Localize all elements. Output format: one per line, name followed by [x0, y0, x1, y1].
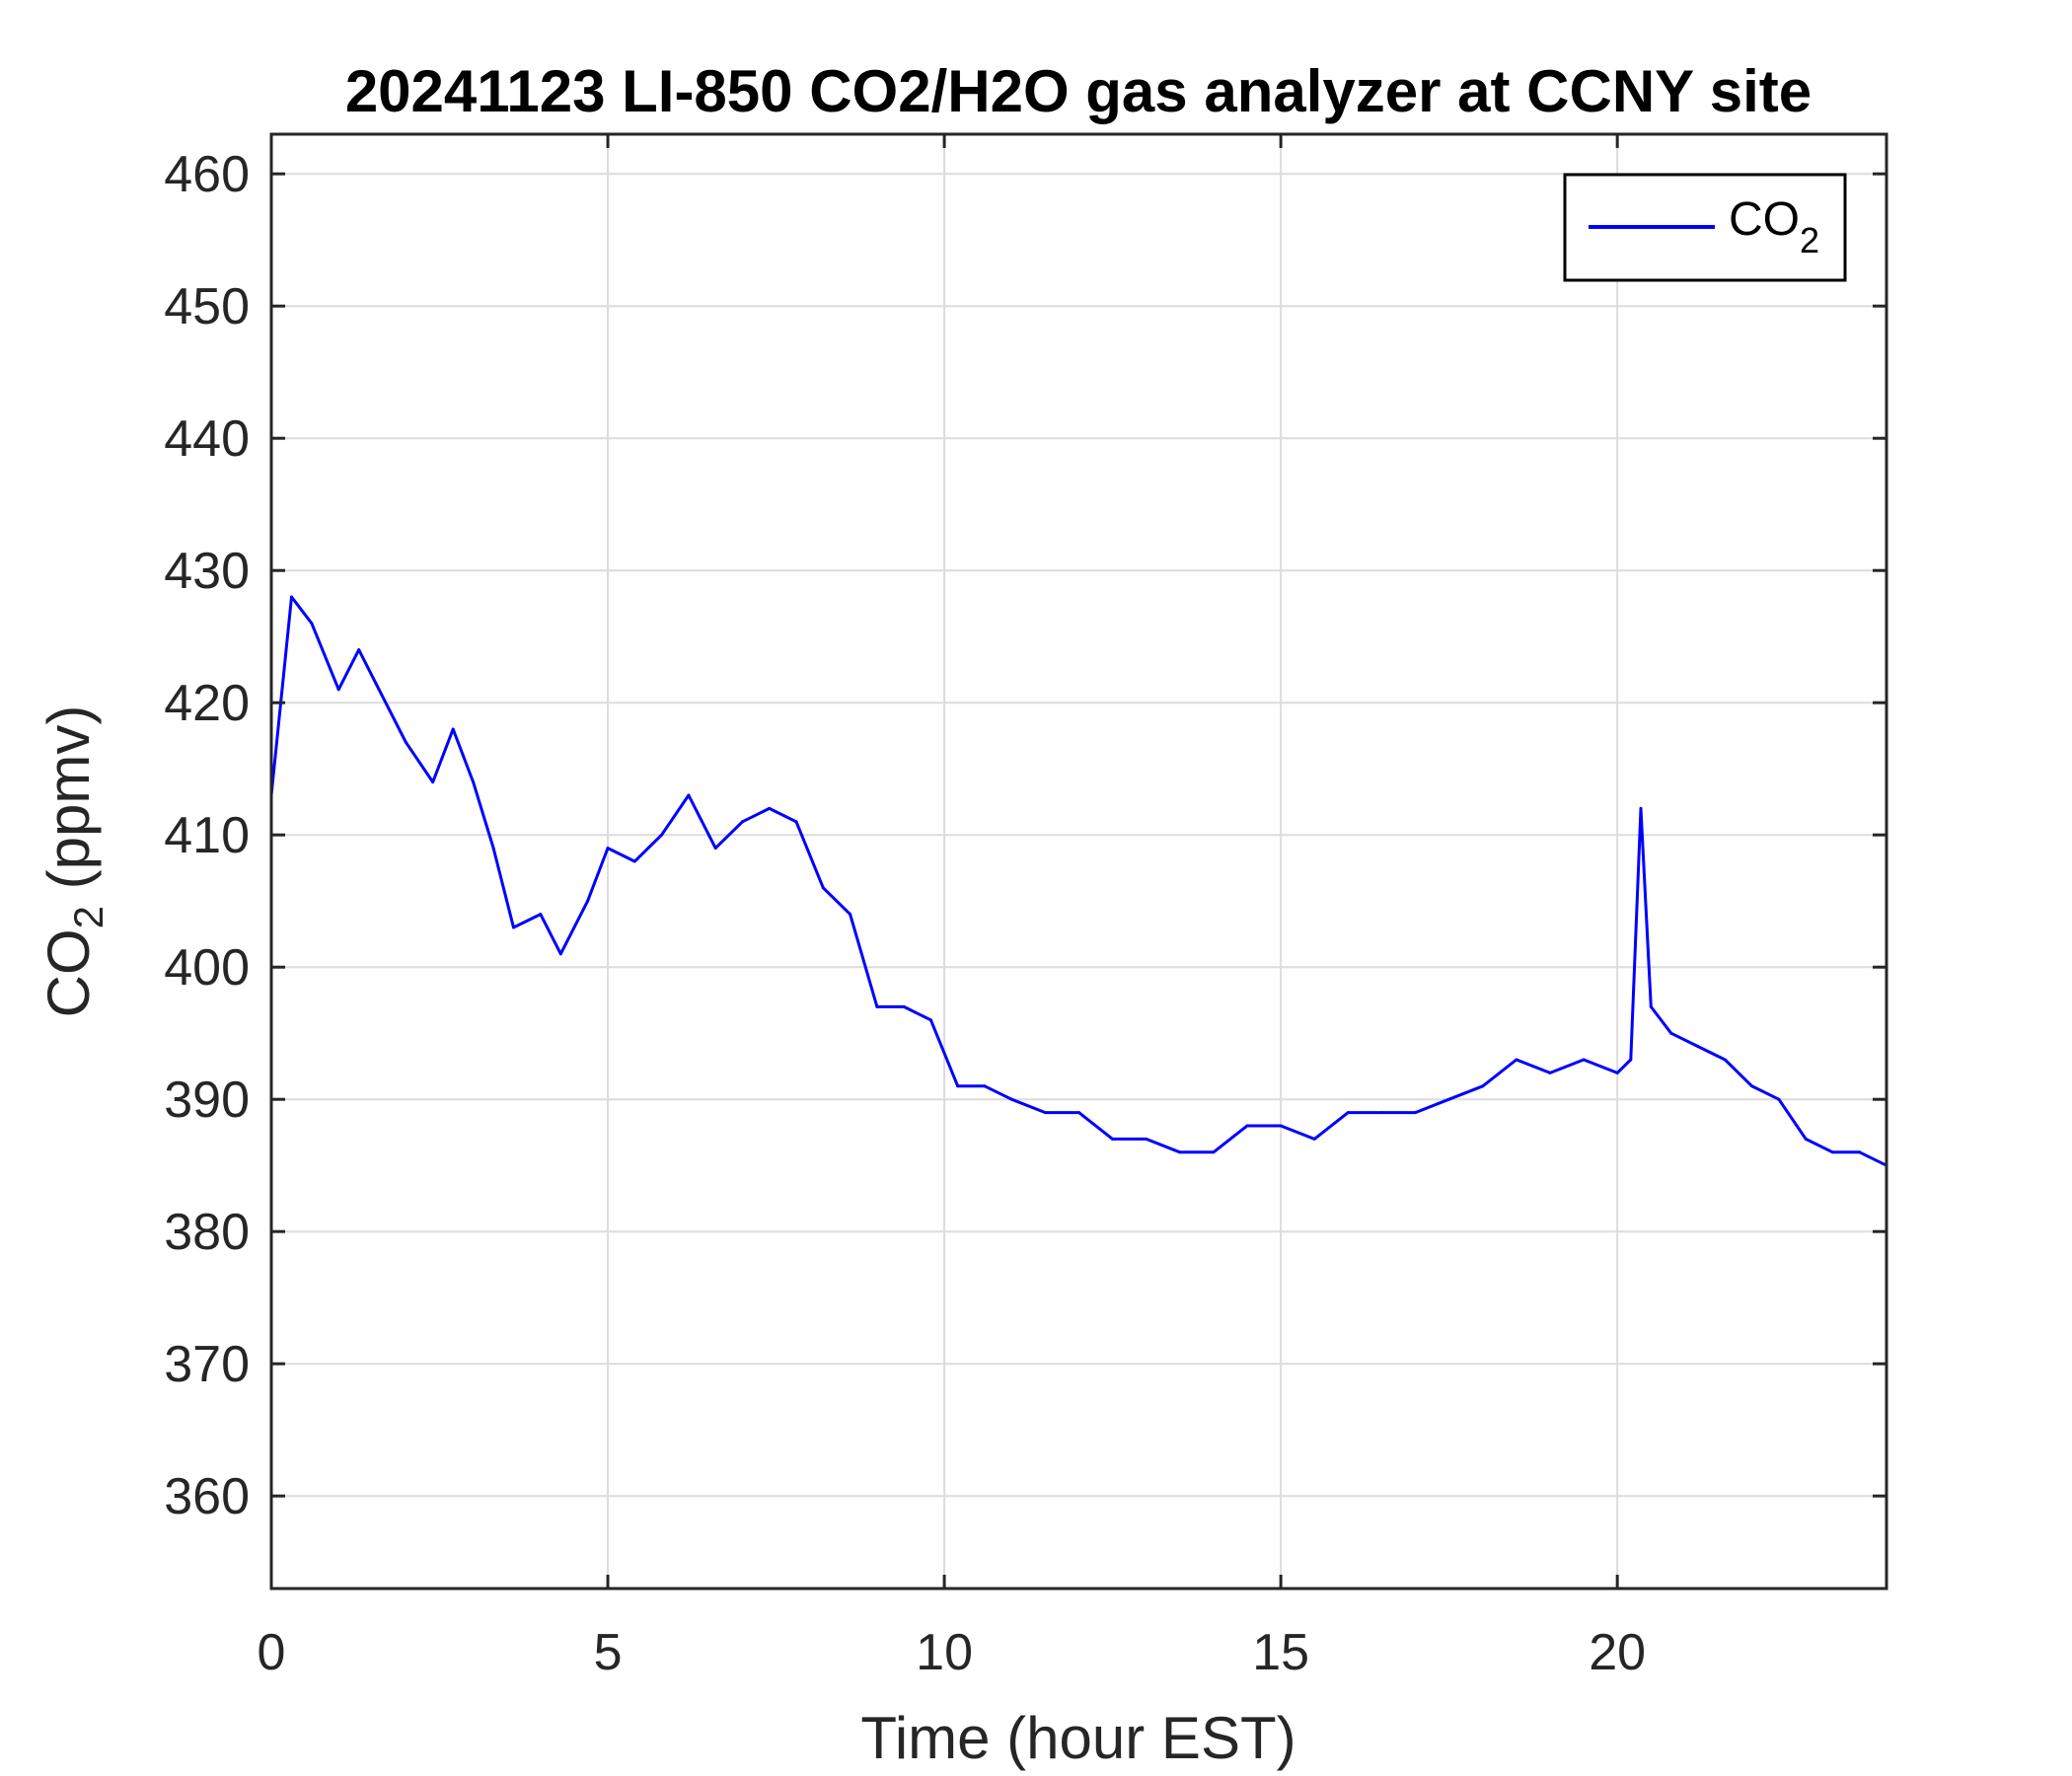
x-tick-label: 0: [258, 1624, 286, 1681]
data-point: [377, 688, 381, 692]
data-point: [451, 727, 455, 731]
data-point: [1178, 1150, 1182, 1154]
grid: [270, 134, 1887, 1589]
data-point: [741, 820, 744, 824]
data-point: [1111, 1137, 1115, 1141]
data-point: [336, 688, 340, 692]
series-line: [269, 595, 1887, 1167]
chart-title: 20241123 LI-850 CO2/H2O gas analyzer at …: [345, 58, 1812, 124]
y-axis-label-main: CO: [36, 928, 102, 1017]
data-point: [1447, 1097, 1451, 1101]
legend-label-main: CO: [1729, 193, 1800, 246]
legend: CO2: [1563, 173, 1847, 282]
data-point: [1212, 1150, 1216, 1154]
data-point: [902, 1004, 906, 1008]
data-point: [1615, 1071, 1619, 1074]
data-point: [586, 899, 590, 903]
data-point: [1669, 1031, 1673, 1035]
data-point: [1515, 1058, 1518, 1062]
data-point: [1639, 806, 1643, 810]
data-point: [1414, 1111, 1417, 1115]
data-point: [539, 913, 543, 917]
y-tick-label: 380: [164, 1204, 250, 1261]
y-tick-label: 420: [164, 675, 250, 732]
data-point: [1145, 1137, 1148, 1141]
data-point: [794, 820, 798, 824]
data-point: [1346, 1111, 1350, 1115]
axes-box: [269, 132, 1888, 1591]
data-point: [956, 1084, 960, 1088]
data-point: [875, 1004, 879, 1008]
data-point: [431, 780, 435, 784]
data-point: [472, 780, 476, 784]
x-tick-label: 15: [1252, 1624, 1309, 1681]
y-axis-label-unit: (ppmv): [36, 705, 102, 906]
y-tick-label: 390: [164, 1072, 250, 1129]
data-point: [404, 740, 407, 744]
data-point: [1649, 1004, 1653, 1008]
x-tick-label: 20: [1589, 1624, 1646, 1681]
data-point: [310, 622, 314, 626]
data-point: [768, 806, 772, 810]
data-point: [821, 886, 825, 890]
data-point: [983, 1084, 987, 1088]
data-point: [1696, 1045, 1700, 1049]
data-point: [606, 847, 610, 851]
data-point: [1750, 1084, 1754, 1088]
data-point: [1582, 1058, 1586, 1062]
y-tick-label: 360: [164, 1468, 250, 1525]
y-axis-label: CO2 (ppmv): [36, 705, 111, 1018]
data-point: [928, 1018, 932, 1022]
data-point: [1777, 1097, 1781, 1101]
ticks: 0 5 10 15 20 360 370 380 390 400 410 420 430 440 450 46…: [164, 134, 1887, 1681]
data-point: [713, 847, 717, 851]
legend-label-subscript: 2: [1800, 220, 1819, 260]
y-tick-label: 400: [164, 939, 250, 997]
data-point: [290, 595, 293, 599]
data-point: [1481, 1084, 1485, 1088]
data-point: [1279, 1124, 1283, 1128]
x-tick-label: 10: [916, 1624, 973, 1681]
y-tick-label: 460: [164, 146, 250, 203]
data-point: [1548, 1071, 1552, 1074]
data-point: [1245, 1124, 1249, 1128]
data-point: [512, 925, 515, 929]
data-point: [1312, 1137, 1316, 1141]
y-axis-label-subscript: 2: [65, 906, 111, 928]
series-lines: [269, 595, 1888, 1167]
data-point: [1830, 1150, 1834, 1154]
data-point: [491, 847, 495, 851]
data-point: [1009, 1097, 1013, 1101]
x-tick-label: 5: [594, 1624, 623, 1681]
data-point: [849, 913, 852, 917]
data-point: [660, 833, 664, 837]
data-point: [1629, 1058, 1633, 1062]
data-point: [1858, 1150, 1862, 1154]
legend-label: CO2: [1729, 193, 1819, 260]
y-tick-label: 370: [164, 1336, 250, 1393]
data-point: [558, 952, 562, 956]
y-tick-label: 410: [164, 807, 250, 864]
x-axis-label: Time (hour EST): [860, 1705, 1295, 1771]
data-point: [1379, 1111, 1383, 1115]
data-point: [1804, 1137, 1808, 1141]
data-point: [1723, 1058, 1727, 1062]
data-point: [357, 648, 361, 652]
y-tick-label: 430: [164, 543, 250, 600]
data-point: [632, 859, 636, 863]
data-point: [1077, 1111, 1080, 1115]
y-tick-label: 440: [164, 410, 250, 468]
data-point: [1043, 1111, 1047, 1115]
data-point: [687, 793, 691, 797]
y-tick-label: 450: [164, 278, 250, 335]
